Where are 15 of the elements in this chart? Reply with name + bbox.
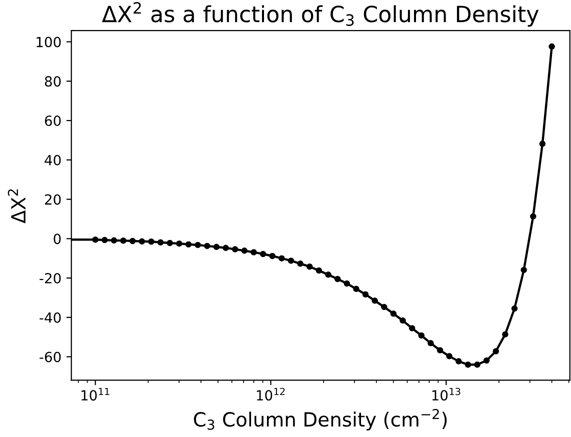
y-tick-label: 60 — [44, 116, 61, 126]
y-tick-label: 80 — [44, 76, 61, 87]
y-tick-label: 40 — [44, 154, 61, 166]
x-axis-title: C$_{3}$ Column Density (cm$^{−2}$) — [194, 408, 447, 430]
y-tick-label: 20 — [44, 194, 61, 205]
y-axis-title: ΔX$^{2}$ — [8, 189, 26, 224]
y-tick-label: -20 — [40, 272, 61, 284]
x-tick-label: 10$^{11}$ — [82, 388, 110, 401]
x-tick-label: 10$^{12}$ — [256, 388, 285, 401]
y-tick-label: -60 — [40, 352, 61, 362]
y-tick-label: 0 — [54, 234, 61, 244]
x-tick-label: 10$^{13}$ — [432, 388, 460, 401]
y-tick-label: 100 — [36, 36, 61, 48]
chart-title: ΔX$^{2}$ as a function of C$_{3}$ Column Density — [102, 2, 539, 27]
y-tick-label: -40 — [40, 312, 61, 323]
